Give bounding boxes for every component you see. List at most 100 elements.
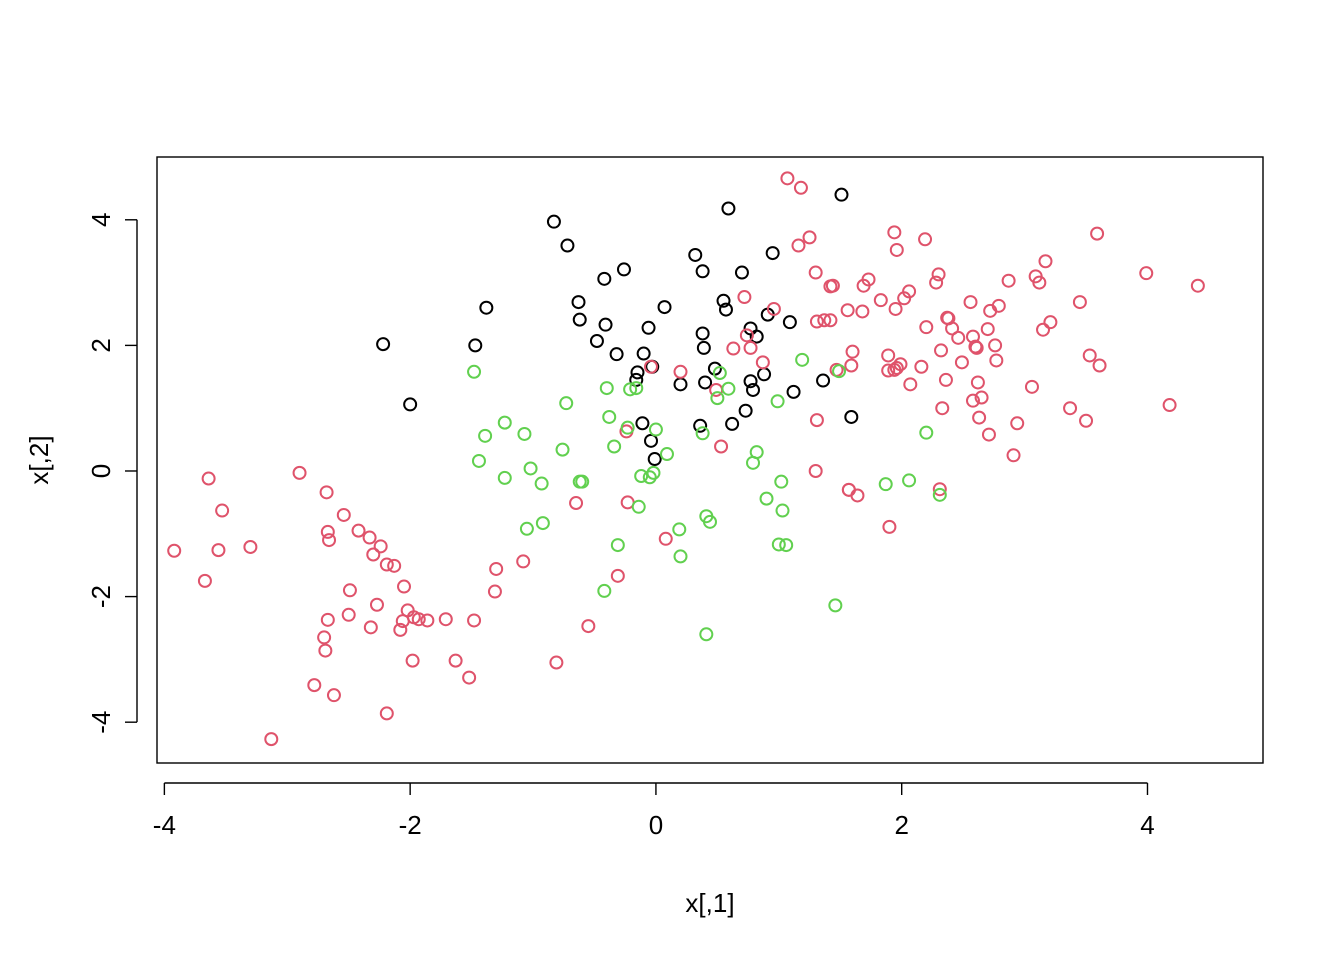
data-point bbox=[560, 238, 575, 253]
data-point bbox=[919, 425, 934, 440]
y-axis-ticks: -4 -2 0 2 4 bbox=[86, 213, 137, 734]
x-tick-label: -2 bbox=[399, 810, 422, 840]
data-point bbox=[972, 410, 987, 425]
data-point bbox=[642, 470, 657, 485]
data-point bbox=[1024, 379, 1039, 394]
data-point bbox=[478, 428, 493, 443]
data-point bbox=[468, 338, 483, 353]
y-axis-title: x[,2] bbox=[24, 435, 54, 484]
data-point bbox=[644, 359, 659, 374]
data-point bbox=[793, 180, 808, 195]
data-point bbox=[571, 295, 586, 310]
data-point bbox=[989, 353, 1004, 368]
data-point bbox=[914, 359, 929, 374]
data-point bbox=[726, 341, 741, 356]
x-tick-label: 0 bbox=[649, 810, 663, 840]
data-point bbox=[699, 627, 714, 642]
data-point bbox=[721, 381, 736, 396]
data-point bbox=[887, 225, 902, 240]
data-point bbox=[873, 293, 888, 308]
data-point bbox=[725, 416, 740, 431]
data-point bbox=[775, 503, 790, 518]
data-point bbox=[935, 401, 950, 416]
data-point bbox=[688, 247, 703, 262]
y-tick-label: -4 bbox=[86, 711, 116, 734]
data-point bbox=[861, 272, 876, 287]
data-point bbox=[167, 543, 182, 558]
data-point bbox=[673, 364, 688, 379]
data-point bbox=[646, 465, 661, 480]
data-point bbox=[932, 482, 947, 497]
data-point bbox=[755, 355, 770, 370]
data-point bbox=[902, 473, 917, 488]
data-point bbox=[657, 300, 672, 315]
data-point bbox=[197, 573, 212, 588]
data-point bbox=[342, 583, 357, 598]
data-point bbox=[766, 301, 781, 316]
data-point bbox=[635, 416, 650, 431]
data-point bbox=[698, 375, 713, 390]
data-point bbox=[467, 613, 482, 628]
data-point bbox=[929, 275, 944, 290]
data-point bbox=[1063, 401, 1078, 416]
data-point bbox=[634, 469, 649, 484]
y-axis: -4 -2 0 2 4 bbox=[86, 213, 138, 734]
data-point bbox=[1190, 278, 1205, 293]
data-point bbox=[931, 267, 946, 282]
data-point bbox=[644, 433, 659, 448]
data-point bbox=[607, 439, 622, 454]
series-1-points bbox=[376, 187, 859, 467]
data-point bbox=[991, 298, 1006, 313]
data-point bbox=[471, 453, 486, 468]
data-point bbox=[405, 653, 420, 668]
data-point bbox=[648, 422, 663, 437]
x-axis-ticks: -4 -2 0 2 4 bbox=[153, 783, 1155, 840]
data-point bbox=[963, 295, 978, 310]
data-point bbox=[379, 557, 394, 572]
data-point bbox=[523, 461, 538, 476]
data-point bbox=[393, 622, 408, 637]
data-point bbox=[438, 612, 453, 627]
x-tick-label: -4 bbox=[153, 810, 176, 840]
y-tick-label: -2 bbox=[86, 585, 116, 608]
data-point bbox=[599, 381, 614, 396]
data-point bbox=[738, 403, 753, 418]
data-point bbox=[341, 607, 356, 622]
data-point bbox=[844, 358, 859, 373]
data-point bbox=[703, 514, 717, 529]
data-point bbox=[882, 519, 897, 534]
data-point bbox=[771, 537, 786, 552]
data-points bbox=[167, 171, 1205, 747]
data-point bbox=[757, 367, 772, 382]
data-point bbox=[817, 313, 832, 328]
data-point bbox=[211, 543, 226, 558]
data-point bbox=[980, 322, 995, 337]
data-point bbox=[549, 655, 564, 670]
data-point bbox=[903, 377, 918, 392]
data-point bbox=[420, 613, 435, 628]
data-point bbox=[802, 230, 817, 245]
y-tick-label: 2 bbox=[86, 338, 116, 352]
data-point bbox=[782, 315, 797, 330]
data-point bbox=[630, 365, 645, 380]
data-point bbox=[448, 653, 463, 668]
data-point bbox=[825, 278, 840, 293]
x-axis: -4 -2 0 2 4 bbox=[153, 782, 1155, 840]
data-point bbox=[517, 426, 532, 441]
data-point bbox=[918, 232, 933, 247]
data-point bbox=[809, 413, 824, 428]
data-point bbox=[770, 394, 785, 409]
data-point bbox=[322, 533, 337, 548]
data-point bbox=[379, 706, 394, 721]
data-point bbox=[774, 474, 789, 489]
data-point bbox=[292, 465, 307, 480]
data-point bbox=[791, 238, 806, 253]
data-point bbox=[934, 343, 949, 358]
data-point bbox=[387, 558, 402, 573]
data-point bbox=[363, 620, 378, 635]
data-point bbox=[631, 499, 646, 514]
data-point bbox=[696, 340, 711, 355]
data-point bbox=[823, 313, 838, 328]
data-point bbox=[850, 488, 865, 503]
